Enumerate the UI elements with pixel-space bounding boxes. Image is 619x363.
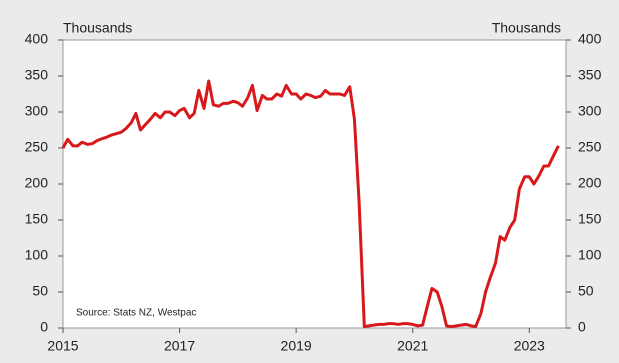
source-note: Source: Stats NZ, Westpac (76, 308, 196, 319)
y2-tick-label: 0 (578, 319, 586, 335)
y-tick-label: 350 (25, 67, 49, 83)
y2-tick-label: 150 (578, 211, 602, 227)
y2-tick-label: 200 (578, 175, 602, 191)
y2-tick-label: 50 (578, 283, 594, 299)
x-tick-label: 2021 (397, 338, 428, 354)
y-tick-label: 0 (40, 319, 48, 335)
x-tick-label: 2019 (281, 338, 312, 354)
y-tick-label: 100 (25, 247, 49, 263)
y-tick-label: 400 (25, 31, 49, 47)
y2-tick-label: 300 (578, 103, 602, 119)
y-tick-label: 300 (25, 103, 49, 119)
data-line (61, 79, 560, 329)
y-tick-label: 200 (25, 175, 49, 191)
y-axis-label: Thousands (63, 20, 132, 36)
y2-tick-label: 400 (578, 31, 602, 47)
y-tick-label: 250 (25, 139, 49, 155)
y2-tick-label: 100 (578, 247, 602, 263)
y2-tick-label: 350 (578, 67, 602, 83)
y2-tick-label: 250 (578, 139, 602, 155)
x-tick-label: 2015 (47, 338, 78, 354)
y-tick-label: 150 (25, 211, 49, 227)
y2-axis-label: Thousands (492, 20, 561, 36)
x-tick-label: 2017 (164, 338, 195, 354)
x-tick-label: 2023 (514, 338, 545, 354)
plot-area (62, 39, 567, 329)
y-tick-label: 50 (32, 283, 48, 299)
